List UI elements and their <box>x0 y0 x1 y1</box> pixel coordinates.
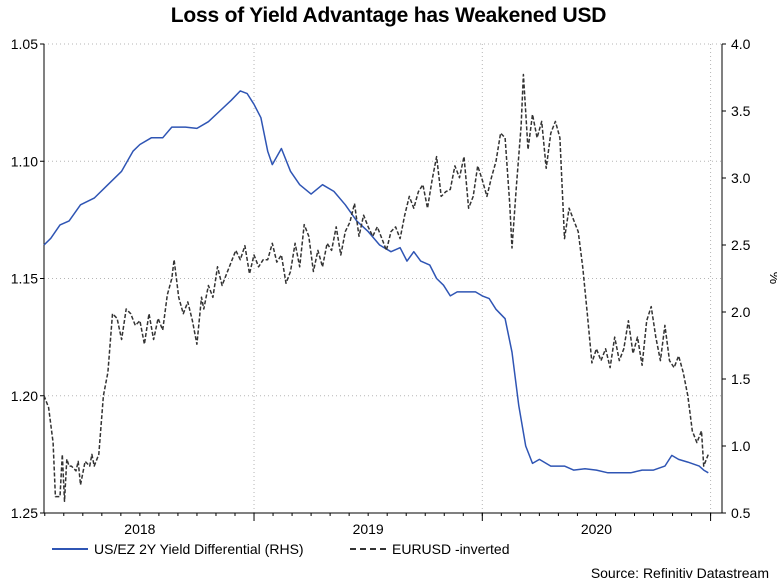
left-tick-label: 1.05 <box>11 36 38 52</box>
series-yield-differential-line <box>43 90 709 474</box>
x-tick-label: 2020 <box>581 521 612 537</box>
legend-label: US/EZ 2Y Yield Differential (RHS) <box>94 541 304 557</box>
right-axis-label: % <box>767 272 777 284</box>
legend-item-yield-differential: US/EZ 2Y Yield Differential (RHS) <box>52 541 304 557</box>
chart-title: Loss of Yield Advantage has Weakened USD <box>170 4 607 27</box>
x-tick-label: 2019 <box>353 521 384 537</box>
left-tick-label: 1.10 <box>11 153 38 169</box>
left-tick-label: 1.15 <box>11 271 38 287</box>
left-tick-label: 1.25 <box>11 505 38 521</box>
legend-label: EURUSD -inverted <box>392 541 510 557</box>
legend-swatch-dashed <box>350 548 386 550</box>
right-tick-label: 1.0 <box>731 438 751 454</box>
chart-series <box>43 73 709 503</box>
chart-tick-labels: 1.05 1.10 1.15 1.20 1.25 4.0 3.5 3.0 2.5 2.0 1.5 1.… <box>11 36 777 537</box>
right-tick-label: 2.0 <box>731 304 751 320</box>
right-tick-label: 3.5 <box>731 103 751 119</box>
right-tick-label: 0.5 <box>731 505 751 521</box>
chart-grid <box>44 43 722 514</box>
series-eurusd-line <box>43 73 709 503</box>
right-tick-label: 2.5 <box>731 237 751 253</box>
chart-source: Source: Refinitiv Datastream <box>590 565 769 581</box>
x-tick-label: 2018 <box>124 521 155 537</box>
left-tick-label: 1.20 <box>11 388 38 404</box>
chart-axes <box>40 43 726 521</box>
right-tick-label: 1.5 <box>731 371 751 387</box>
legend-swatch-solid <box>52 548 88 550</box>
right-tick-label: 4.0 <box>731 36 751 52</box>
right-tick-label: 3.0 <box>731 170 751 186</box>
legend-item-eurusd: EURUSD -inverted <box>350 541 509 557</box>
